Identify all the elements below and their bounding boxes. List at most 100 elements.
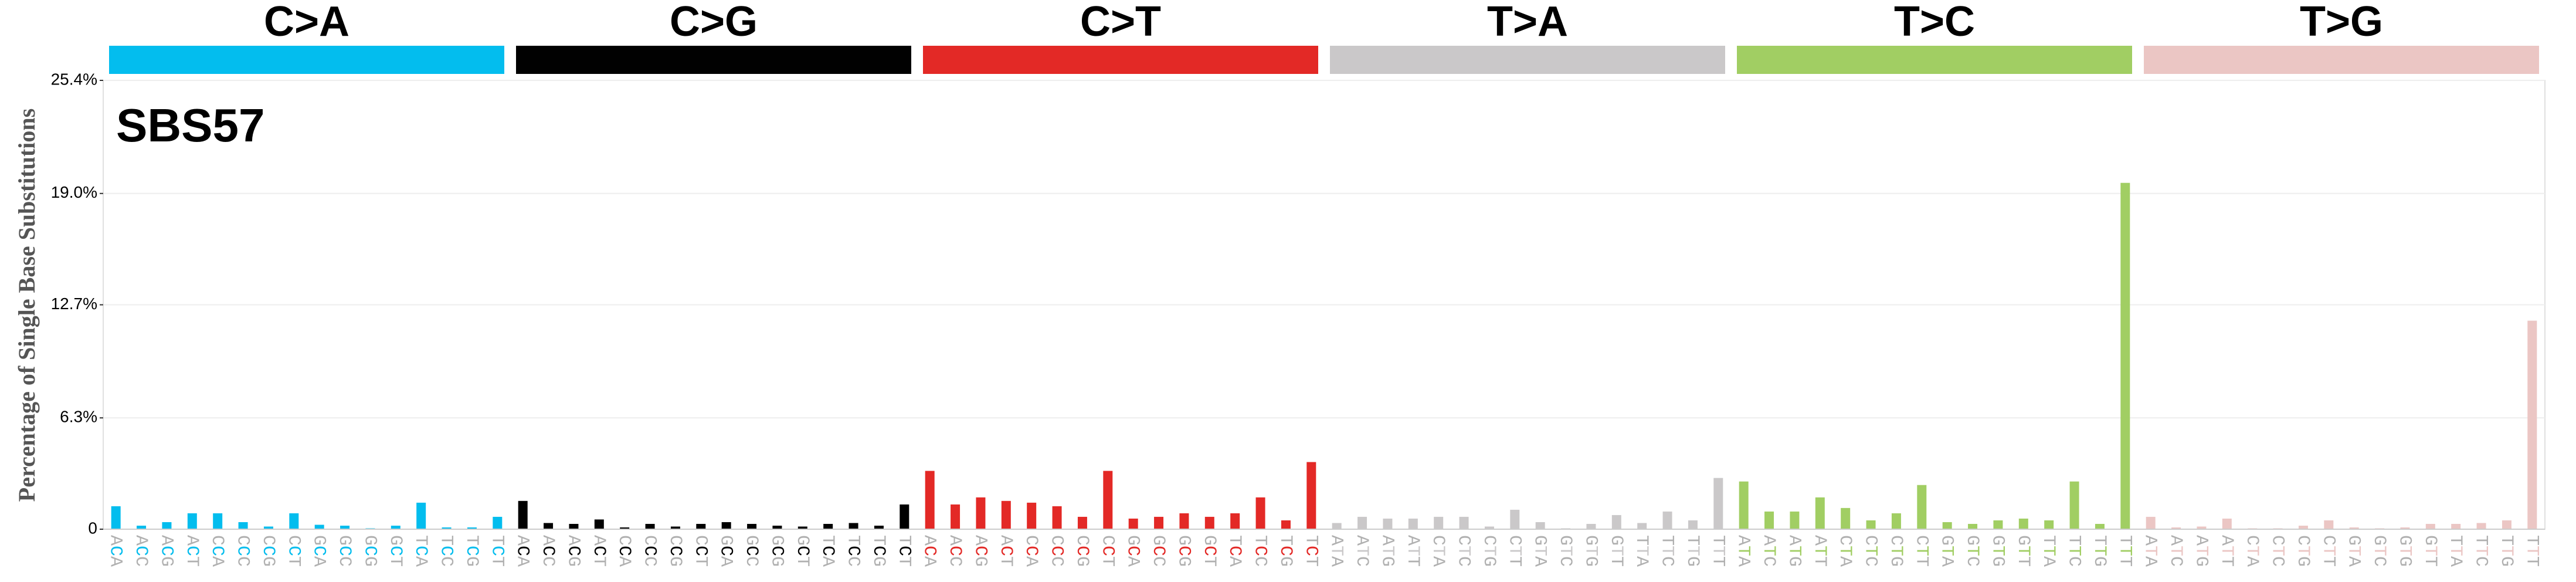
x-tick-label: TCC xyxy=(436,535,456,567)
group-bar xyxy=(1737,46,2132,74)
x-tick-label: GCT xyxy=(1199,535,1219,567)
x-tick-label: ATA xyxy=(1326,535,1346,567)
x-tick-label: ACA xyxy=(919,535,939,567)
x-tick-label: CCA xyxy=(614,535,634,567)
x-tick-label: ATG xyxy=(1784,535,1804,567)
x-tick-label: CCG xyxy=(665,535,685,567)
bar xyxy=(1891,513,1901,529)
x-tick-label: ATA xyxy=(1733,535,1753,567)
bar xyxy=(1052,506,1062,529)
bar xyxy=(1306,462,1316,529)
bar xyxy=(416,502,426,529)
x-tick-label: TTC xyxy=(2471,535,2491,567)
x-tick-label: TTT xyxy=(1708,535,1727,567)
x-tick-label: GCG xyxy=(767,535,787,567)
x-tick-label: ATT xyxy=(1810,535,1830,567)
x-tick-label: GTG xyxy=(1581,535,1601,567)
bar xyxy=(238,522,248,529)
x-tick-label: TTG xyxy=(2496,535,2516,567)
x-tick-label: ATA xyxy=(2140,535,2160,567)
x-tick-label: CCT xyxy=(1097,535,1117,567)
bar xyxy=(1688,520,1698,529)
x-tick-label: GTA xyxy=(2344,535,2364,567)
x-tick-label: TTA xyxy=(2038,535,2058,567)
bar xyxy=(263,526,273,529)
bar xyxy=(645,523,655,529)
bar xyxy=(213,513,223,529)
bar xyxy=(2222,518,2232,529)
x-tick-label: ACA xyxy=(106,535,125,567)
bar xyxy=(1866,520,1876,529)
bar xyxy=(1993,520,2003,529)
x-tick-label: ACC xyxy=(538,535,558,567)
bar xyxy=(1968,523,1978,529)
x-tick-label: CTT xyxy=(1911,535,1931,567)
bar xyxy=(1434,516,1444,529)
x-tick-label: ATG xyxy=(2191,535,2211,567)
bar xyxy=(1790,511,1800,529)
group-label: T>A xyxy=(1487,0,1568,45)
bar xyxy=(493,516,503,529)
x-tick-label: ATC xyxy=(2166,535,2185,567)
y-tick-label: 0 xyxy=(88,519,97,537)
bar xyxy=(391,525,401,529)
x-tick-label: TCG xyxy=(461,535,481,567)
x-tick-label: TCG xyxy=(868,535,888,567)
bar xyxy=(1383,518,1393,529)
x-tick-label: ACT xyxy=(589,535,609,567)
bar xyxy=(1815,497,1825,529)
x-tick-label: CTA xyxy=(1428,535,1448,567)
bar xyxy=(1204,516,1214,529)
x-tick-label: GCG xyxy=(360,535,380,567)
y-tick-label: 25.4% xyxy=(51,70,97,88)
x-tick-label: GTA xyxy=(1937,535,1957,567)
x-tick-label: CCA xyxy=(1021,535,1041,567)
x-tick-label: GTC xyxy=(1555,535,1575,567)
x-tick-label: TTT xyxy=(2521,535,2541,567)
bar xyxy=(1611,515,1621,529)
bar xyxy=(1103,471,1113,529)
x-tick-label: GTG xyxy=(2395,535,2415,567)
bar xyxy=(1535,522,1545,529)
bar xyxy=(1484,526,1494,529)
x-tick-label: CTC xyxy=(1454,535,1474,567)
x-tick-label: ACG xyxy=(157,535,177,567)
x-tick-label: TTT xyxy=(2115,535,2134,567)
group-bar xyxy=(109,46,504,74)
bar xyxy=(1764,511,1774,529)
bar xyxy=(2095,523,2105,529)
bar xyxy=(187,513,197,529)
bar xyxy=(2069,481,2079,529)
bar xyxy=(2171,527,2181,529)
x-tick-label: ATG xyxy=(1377,535,1397,567)
x-tick-label: CTT xyxy=(2318,535,2338,567)
x-tick-label: TCA xyxy=(1224,535,1244,567)
bar xyxy=(442,527,452,529)
bar xyxy=(849,523,858,529)
bar xyxy=(1255,497,1265,529)
bar xyxy=(1942,522,1952,529)
x-tick-label: CCC xyxy=(1047,535,1067,567)
bar xyxy=(1332,523,1342,529)
x-tick-label: GCC xyxy=(741,535,761,567)
bar xyxy=(1739,481,1749,529)
x-tick-label: TTC xyxy=(2064,535,2084,567)
x-tick-label: TTA xyxy=(2445,535,2465,567)
x-tick-label: CTG xyxy=(1479,535,1499,567)
bar xyxy=(925,471,935,529)
bar xyxy=(1662,511,1672,529)
group-bar xyxy=(923,46,1318,74)
bar xyxy=(1281,520,1291,529)
bar xyxy=(670,526,680,529)
bar xyxy=(696,523,706,529)
x-tick-label: CCA xyxy=(207,535,227,567)
x-tick-label: CCC xyxy=(233,535,253,567)
bar xyxy=(747,523,757,529)
bar xyxy=(162,522,172,529)
bar xyxy=(900,504,909,529)
x-tick-label: ATC xyxy=(1759,535,1779,567)
bar xyxy=(2527,320,2537,529)
x-tick-label: ACG xyxy=(564,535,583,567)
x-tick-label: CTA xyxy=(1835,535,1855,567)
